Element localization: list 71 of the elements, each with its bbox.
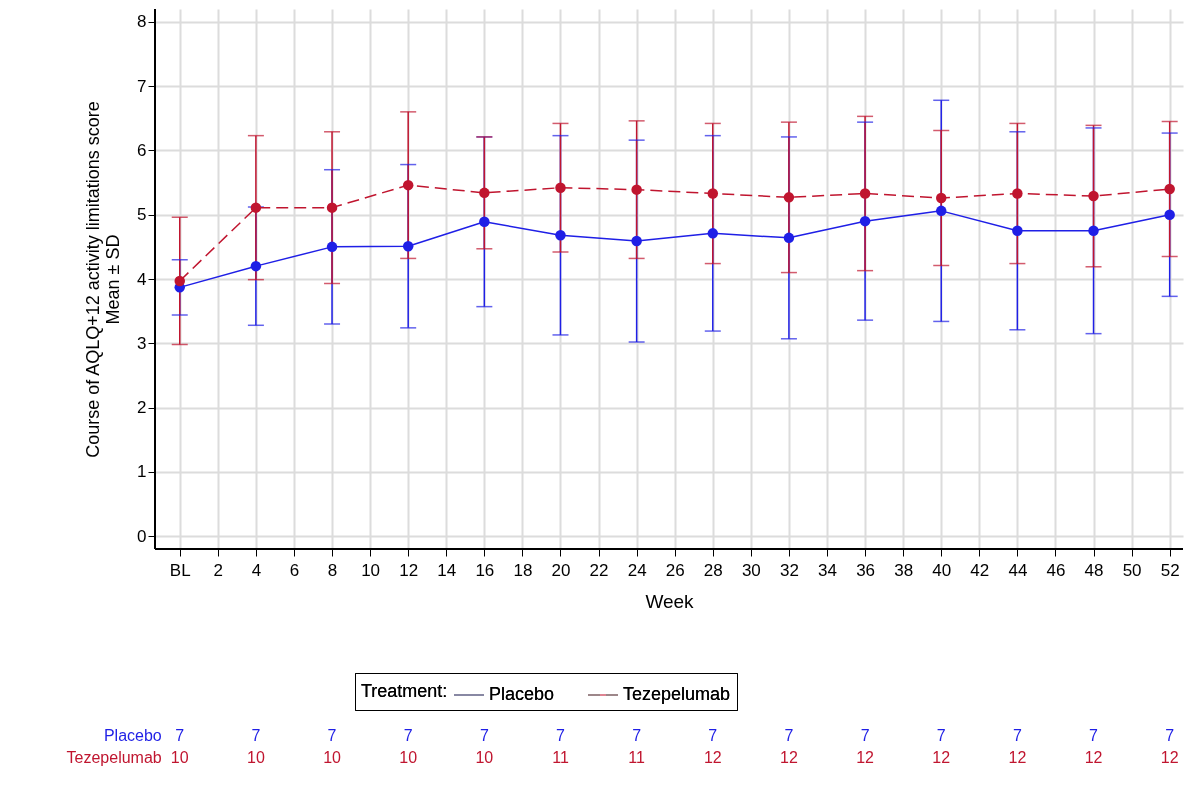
x-tick-label: 30 bbox=[741, 560, 761, 580]
text: 7 bbox=[1089, 727, 1099, 744]
x-axis-title: Week bbox=[645, 590, 695, 612]
text: 7 bbox=[936, 727, 946, 744]
y-tick-label: 2 bbox=[137, 398, 147, 418]
x-tick-label: 32 bbox=[779, 560, 799, 580]
x-tick-label: 4 bbox=[251, 560, 262, 580]
y-tick-label: 1 bbox=[137, 462, 147, 482]
y-tick-label: 0 bbox=[137, 526, 147, 546]
x-tick-label: 42 bbox=[970, 560, 990, 580]
x-tick-label: 26 bbox=[665, 560, 685, 580]
x-tick-label: 36 bbox=[856, 560, 876, 580]
x-tick-label: BL bbox=[169, 560, 191, 580]
text: 12 bbox=[932, 749, 951, 766]
legend-label: Tezepelumab bbox=[623, 684, 731, 704]
x-tick-label: 40 bbox=[932, 560, 952, 580]
text: 12 bbox=[856, 749, 875, 766]
x-tick-label: 50 bbox=[1122, 560, 1142, 580]
text: 10 bbox=[323, 749, 342, 766]
x-tick-label: 52 bbox=[1160, 560, 1180, 580]
x-tick-label: 14 bbox=[437, 560, 457, 580]
text: 10 bbox=[170, 749, 189, 766]
y-tick-label: 7 bbox=[137, 76, 147, 96]
legend-title: Treatment: bbox=[361, 681, 448, 701]
x-tick-label: 2 bbox=[213, 560, 224, 580]
x-tick-label: 48 bbox=[1084, 560, 1104, 580]
x-tick-label: 22 bbox=[589, 560, 609, 580]
y-tick-label: 5 bbox=[137, 205, 147, 225]
text: 7 bbox=[784, 727, 794, 744]
text: 10 bbox=[475, 749, 494, 766]
y-tick-label: 6 bbox=[137, 140, 147, 160]
y-tick-label: 4 bbox=[137, 269, 147, 289]
x-tick-label: 16 bbox=[475, 560, 495, 580]
y-tick-label: 8 bbox=[137, 12, 147, 32]
x-tick-label: 24 bbox=[627, 560, 647, 580]
x-tick-label: 8 bbox=[327, 560, 338, 580]
text: 7 bbox=[175, 727, 185, 744]
text: 12 bbox=[703, 749, 722, 766]
text: 7 bbox=[479, 727, 489, 744]
x-tick-label: 12 bbox=[399, 560, 419, 580]
text: Tezepelumab bbox=[66, 749, 162, 766]
text: 7 bbox=[556, 727, 566, 744]
text: 10 bbox=[247, 749, 265, 766]
x-tick-label: 44 bbox=[1008, 560, 1028, 580]
text: 10 bbox=[399, 749, 418, 766]
x-tick-label: 18 bbox=[513, 560, 533, 580]
text: 11 bbox=[628, 749, 646, 766]
text: 7 bbox=[251, 727, 261, 744]
x-tick-label: 38 bbox=[894, 560, 914, 580]
text: Placebo bbox=[103, 727, 162, 744]
text: 7 bbox=[1165, 727, 1175, 744]
text: 7 bbox=[708, 727, 718, 744]
x-tick-label: 34 bbox=[818, 560, 837, 580]
text: 12 bbox=[1008, 749, 1027, 766]
x-tick-label: 46 bbox=[1046, 560, 1066, 580]
y-tick-label: 3 bbox=[137, 333, 147, 353]
y-axis-title: Course of AQLQ+12 activity limitations score Mean ± SD bbox=[83, 101, 124, 458]
text: 7 bbox=[403, 727, 413, 744]
x-tick-label: 6 bbox=[289, 560, 300, 580]
text: 12 bbox=[780, 749, 798, 766]
text: 12 bbox=[1160, 749, 1179, 766]
text: 11 bbox=[552, 749, 569, 766]
x-tick-label: 20 bbox=[551, 560, 571, 580]
text: 12 bbox=[1084, 749, 1103, 766]
text: 7 bbox=[860, 727, 870, 744]
text: 7 bbox=[632, 727, 642, 744]
text: 7 bbox=[327, 727, 337, 744]
x-tick-label: 28 bbox=[703, 560, 723, 580]
x-tick-label: 10 bbox=[361, 560, 381, 580]
text: 7 bbox=[1012, 727, 1022, 744]
legend-label: Placebo bbox=[489, 684, 555, 704]
